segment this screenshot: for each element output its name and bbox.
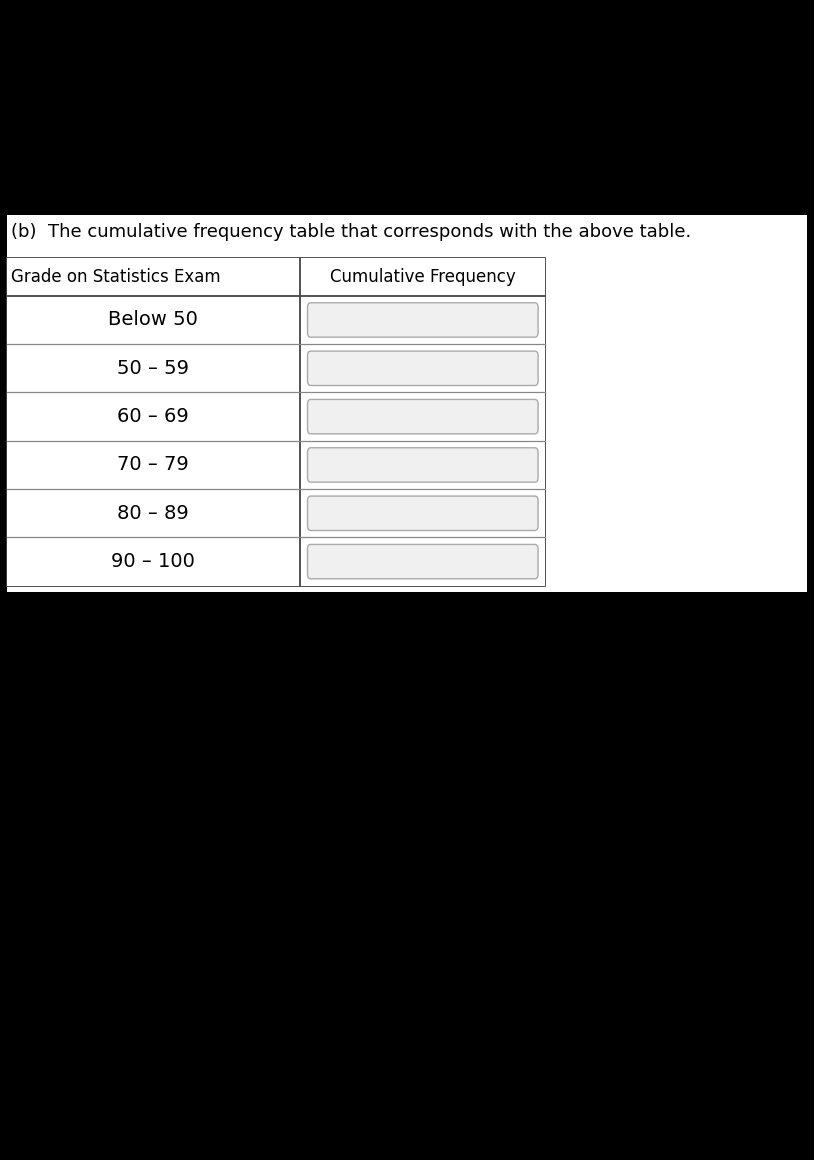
Text: 70 – 79: 70 – 79 [117,456,189,474]
Text: Grade on Statistics Exam: Grade on Statistics Exam [11,268,221,285]
Text: (b)  The cumulative frequency table that corresponds with the above table.: (b) The cumulative frequency table that … [11,223,691,241]
Bar [7,392,545,441]
Bar [7,258,545,586]
Bar [7,296,545,345]
Text: Below 50: Below 50 [108,311,199,329]
Bar [7,490,545,537]
FancyBboxPatch shape [308,303,538,338]
Text: 90 – 100: 90 – 100 [112,552,195,571]
Bar [7,215,807,592]
FancyBboxPatch shape [308,496,538,530]
FancyBboxPatch shape [308,448,538,483]
Text: Cumulative Frequency: Cumulative Frequency [330,268,515,285]
Bar [7,537,545,586]
Text: 80 – 89: 80 – 89 [117,503,189,523]
Text: 50 – 59: 50 – 59 [117,358,190,378]
Bar [7,345,545,392]
Text: 60 – 69: 60 – 69 [117,407,189,426]
FancyBboxPatch shape [308,544,538,579]
Bar [7,258,545,296]
Bar [7,441,545,490]
FancyBboxPatch shape [308,351,538,385]
FancyBboxPatch shape [308,399,538,434]
